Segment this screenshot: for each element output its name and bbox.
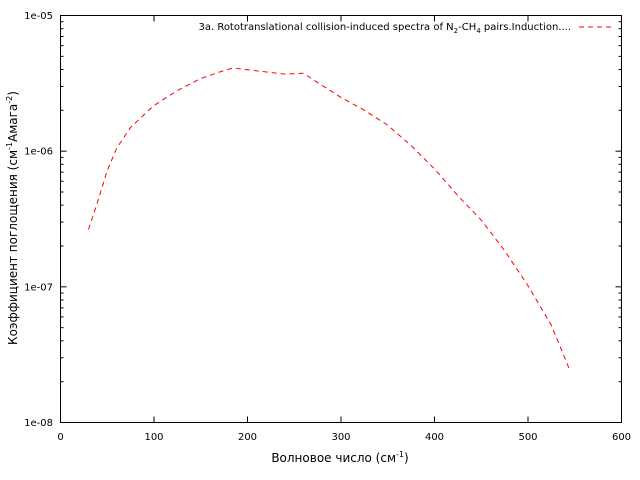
legend-label: 3a. Rototranslational collision-induced …: [198, 22, 571, 35]
x-tick-label: 600: [612, 432, 631, 443]
x-tick-label: 200: [238, 432, 257, 443]
y-tick-label: 1e-08: [24, 418, 53, 429]
series-line: [88, 67, 571, 372]
y-axis-label: Коэффициент поглощения (см-1Амага-2): [5, 91, 20, 345]
y-tick-label: 1e-06: [24, 147, 53, 158]
x-axis-label: Волновое число (см-1): [271, 450, 408, 465]
x-tick-label: 100: [144, 432, 163, 443]
y-tick-label: 1e-07: [24, 282, 53, 293]
y-tick-label: 1e-05: [24, 11, 53, 22]
x-tick-label: 0: [57, 432, 63, 443]
x-tick-label: 400: [425, 432, 444, 443]
x-tick-label: 500: [518, 432, 537, 443]
plot-frame: [60, 15, 622, 423]
x-tick-label: 300: [331, 432, 350, 443]
legend: 3a. Rototranslational collision-induced …: [198, 22, 612, 35]
